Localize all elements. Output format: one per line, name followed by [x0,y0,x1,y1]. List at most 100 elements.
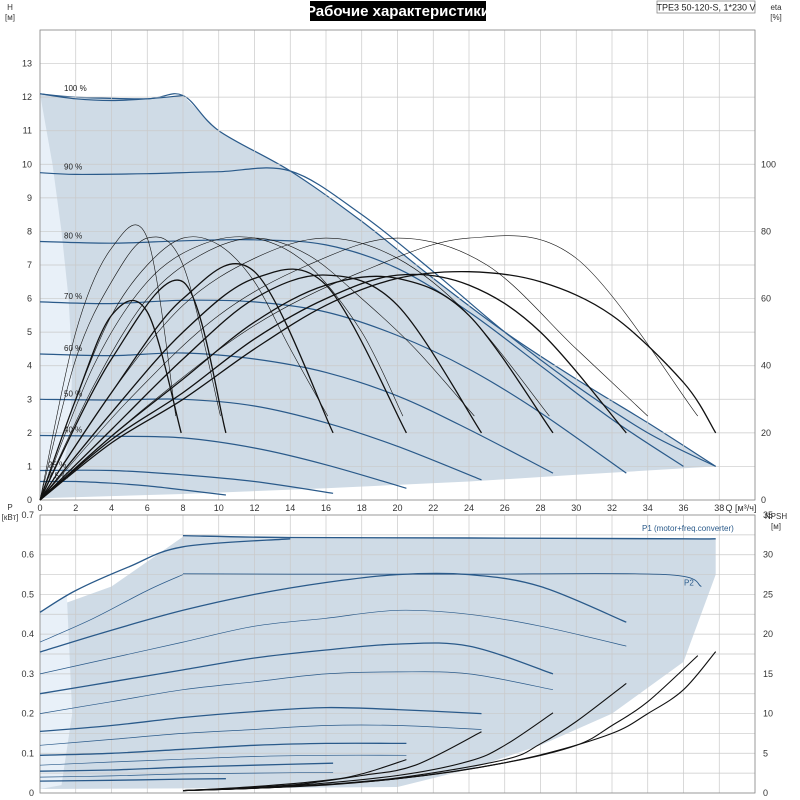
eta-curve-7 [39,299,182,501]
x-tick-label: 8 [180,503,185,513]
p1-curve-6 [39,778,226,782]
y-tick-label: 4 [27,361,32,371]
operating-area [40,93,716,499]
eta-curve-0 [39,270,717,501]
qh-curve-1 [39,167,716,467]
qh-curve-7 [39,469,334,494]
npsh-axis-label: [м] [771,522,781,531]
qh-curve-5 [39,398,482,481]
x-tick-label: 0 [37,503,42,513]
p-tick-label: 0.3 [21,669,34,679]
npsh-tick-label: 5 [763,748,768,758]
p1-curve-1 [39,572,627,653]
x-tick-label: 24 [464,503,474,513]
p1-curve-2 [39,642,554,695]
eta-thin-6 [39,236,221,501]
y2-axis-label: eta [770,3,782,12]
x-tick-label: 12 [249,503,259,513]
npsh-tick-label: 15 [763,669,773,679]
p-tick-label: 0.5 [21,589,34,599]
speed-label: 7.5 % [48,472,68,481]
npsh-tick-label: 0 [763,788,768,798]
power-limit-0 [182,535,716,540]
x-tick-label: 36 [678,503,688,513]
npsh-tick-label: 25 [763,589,773,599]
power-min-area [40,594,73,789]
qh-curve-2 [39,238,684,467]
eta-curve-6 [39,279,227,501]
y-axis-label: H [7,3,13,12]
y-tick-label: 7 [27,260,32,270]
y-tick-label: 2 [27,428,32,438]
bottom-curves: P1 (motor+freq.converter) P2 [39,524,734,792]
model-box [656,0,756,14]
eta-thin-4 [39,236,404,501]
title-box [310,1,486,21]
power-area [40,536,716,789]
x-tick-label: 22 [428,503,438,513]
eta-thin-7 [39,224,177,501]
eta-curve-3 [39,274,483,501]
y-tick-label: 6 [27,294,32,304]
y-tick-label: 0 [27,495,32,505]
p1-curve-5 [39,762,334,772]
qh-curve-8 [39,480,226,496]
model-label: TPE3 50-120-S, 1*230 V [656,3,755,13]
y2-tick-label: 20 [761,428,771,438]
p1-label: P1 (motor+freq.converter) [642,524,734,533]
p1-curve-0 [39,538,291,613]
eta-thin-1 [39,237,649,501]
y-axis-label: [м] [5,13,15,22]
top-frame [39,29,756,501]
top-operating-area [39,93,717,499]
x-tick-label: 28 [535,503,545,513]
qh-curve-0 [39,93,184,102]
speed-label: 60 % [64,344,82,353]
p-axis-label: [кВт] [2,513,19,522]
p1-curve-4 [39,742,407,756]
x-tick-label: 4 [109,503,114,513]
y2-tick-label: 60 [761,294,771,304]
x-tick-label: 32 [607,503,617,513]
speed-label: 25 % [48,460,66,469]
npsh-tick-label: 30 [763,550,773,560]
speed-label: 70 % [64,292,82,301]
npsh-axis-label: NPSH [765,512,787,521]
eta-curve-1 [39,273,627,501]
min-flow-area [40,93,73,499]
x-axis-label: Q [м³/ч] [726,503,757,513]
eta-curve-4 [39,268,407,501]
x-tick-label: 20 [392,503,402,513]
p-tick-label: 0.7 [21,510,34,520]
y-tick-label: 1 [27,461,32,471]
p2-curve-3 [39,724,482,746]
p2-curve-2 [39,671,554,714]
npsh-tick-label: 35 [763,510,773,520]
p-tick-label: 0.6 [21,550,34,560]
chart-title: Рабочие характеристики [306,3,490,20]
speed-label: 100 % [64,84,87,93]
y-tick-label: 8 [27,226,32,236]
top-grid [39,29,756,501]
y2-tick-label: 100 [761,159,776,169]
y-tick-label: 5 [27,327,32,337]
y-tick-label: 10 [22,159,32,169]
y2-tick-label: 0 [761,495,766,505]
x-tick-label: 26 [500,503,510,513]
npsh-tick-label: 20 [763,629,773,639]
p2-curve-1 [39,609,627,675]
y2-tick-label: 80 [761,226,771,236]
p-tick-label: 0.1 [21,748,34,758]
eta-thin-0 [39,235,699,501]
speed-label: 80 % [64,232,82,241]
x-tick-label: 6 [145,503,150,513]
y-tick-label: 9 [27,193,32,203]
x-tick-label: 34 [643,503,653,513]
y-tick-label: 13 [22,59,32,69]
eta-curve-2 [39,275,554,501]
npsh-curve-6 [182,778,334,792]
speed-label: 50 % [64,389,82,398]
npsh-tick-label: 10 [763,709,773,719]
